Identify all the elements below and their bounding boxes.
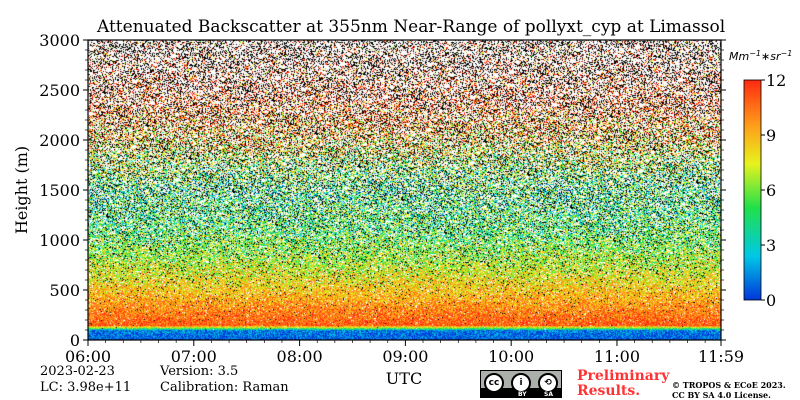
x-tick-label: 11:59	[698, 347, 744, 366]
y-tick-label: 0	[70, 331, 80, 350]
chart-title: Attenuated Backscatter at 355nm Near-Ran…	[97, 17, 726, 37]
colorbar-axis: 0 3 6 9 12	[761, 71, 786, 310]
meta-lc: LC: 3.98e+11	[40, 380, 132, 395]
y-tick-label: 2500	[39, 81, 80, 100]
x-axis: 06:00 07:00 08:00 09:00 10:00 11:00 11:59	[65, 340, 744, 366]
meta-version: Version: 3.5	[160, 364, 239, 379]
copyright-line1: © TROPOS & ECoE 2023.	[672, 380, 786, 390]
cc-license-badge: cc i ⟲ BY SA	[480, 370, 562, 398]
colorbar-tick-label: 6	[766, 181, 776, 200]
y-tick-label: 2000	[39, 131, 80, 150]
colorbar-tick-label: 12	[766, 71, 786, 90]
y-tick-label: 500	[49, 281, 80, 300]
cc-icon: cc	[484, 373, 504, 393]
preliminary-label-line2: Results.	[577, 383, 641, 399]
x-axis-label: UTC	[386, 369, 422, 388]
colorbar-tick-label: 0	[766, 291, 776, 310]
y-axis: 0 500 1000 1500 2000 2500 3000	[39, 31, 726, 350]
x-tick-label: 08:00	[277, 347, 323, 366]
x-tick-label: 10:00	[488, 347, 534, 366]
x-tick-label: 06:00	[65, 347, 111, 366]
meta-date: 2023-02-23	[40, 364, 115, 379]
cc-sa-label: SA	[544, 391, 553, 398]
y-tick-label: 3000	[39, 31, 80, 50]
by-person-icon: i	[511, 373, 531, 393]
y-axis-label: Height (m)	[12, 146, 31, 234]
colorbar	[743, 79, 762, 301]
x-tick-label: 11:00	[594, 347, 640, 366]
cc-by-label: BY	[518, 391, 527, 398]
x-tick-label: 07:00	[171, 347, 217, 366]
heatmap-image	[88, 40, 721, 340]
colorbar-tick-label: 3	[766, 236, 776, 255]
copyright-line2: CC BY SA 4.0 License.	[672, 390, 771, 400]
y-tick-label: 1000	[39, 231, 80, 250]
y-tick-label: 1500	[39, 181, 80, 200]
colorbar-label: Mm−1∗sr−1	[729, 49, 792, 63]
x-tick-label: 09:00	[382, 347, 428, 366]
meta-calibration: Calibration: Raman	[160, 380, 289, 395]
preliminary-label-line1: Preliminary	[577, 368, 670, 384]
colorbar-tick-label: 9	[766, 126, 776, 145]
sa-share-alike-icon: ⟲	[538, 373, 558, 393]
